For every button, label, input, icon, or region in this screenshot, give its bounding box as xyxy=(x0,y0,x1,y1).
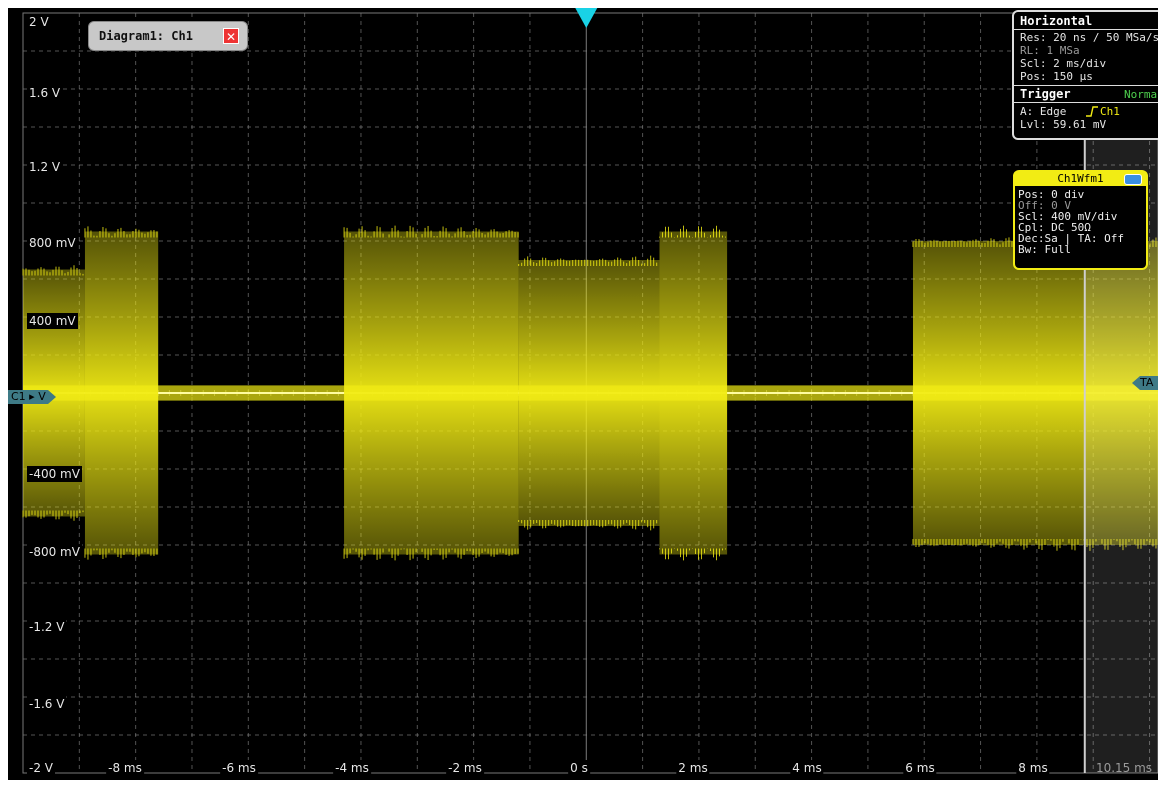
y-tick-label: -1.6 V xyxy=(27,696,67,712)
vertical-position: Pos: 0 div xyxy=(1018,188,1085,201)
position-value: Pos: 150 µs xyxy=(1020,70,1093,83)
waveform-burst-edge xyxy=(343,225,519,561)
x-tick-label: 2 ms xyxy=(676,760,710,776)
decimation: Dec:Sa | TA: Off xyxy=(1018,232,1124,245)
y-tick-label: 800 mV xyxy=(27,235,78,251)
y-tick-label: 2 V xyxy=(27,14,51,30)
x-tick-label: -6 ms xyxy=(220,760,258,776)
minimize-icon[interactable] xyxy=(1124,174,1142,185)
waveform-info-panel[interactable]: Ch1Wfm1 Pos: 0 div Off: 0 V Scl: 400 mV/… xyxy=(1013,170,1148,270)
vertical-offset: Off: 0 V xyxy=(1018,199,1071,212)
x-tick-label: 8 ms xyxy=(1016,760,1050,776)
time-scale-value: Scl: 2 ms/div xyxy=(1020,57,1107,70)
y-tick-label: 1.6 V xyxy=(27,85,63,101)
waveform-burst xyxy=(659,231,728,555)
ta-marker-label: TA xyxy=(1140,376,1154,389)
waveform-burst-edge xyxy=(84,226,158,560)
trigger-position-marker xyxy=(575,8,598,28)
y-tick-label: 400 mV xyxy=(27,313,78,329)
waveform-burst xyxy=(518,260,660,526)
bandwidth: Bw: Full xyxy=(1018,243,1071,256)
rising-edge-icon xyxy=(1086,106,1098,117)
waveform-burst xyxy=(344,231,519,555)
x-end-label: 10.15 ms xyxy=(1095,761,1153,775)
x-tick-label: -8 ms xyxy=(106,760,144,776)
y-tick-label: -400 mV xyxy=(27,466,82,482)
y-tick-label: -800 mV xyxy=(27,544,82,560)
close-icon[interactable]: ✕ xyxy=(223,28,239,44)
divider xyxy=(1014,85,1158,86)
horizontal-header: Horizontal xyxy=(1020,14,1093,28)
y-tick-label: 1.2 V xyxy=(27,159,63,175)
channel-ground-label: C1 ▸ V xyxy=(11,390,46,403)
waveform-burst-edge xyxy=(518,255,658,531)
channel-ground-marker[interactable]: C1 ▸ V xyxy=(8,390,56,404)
trigger-level: Lvl: 59.61 mV xyxy=(1020,118,1107,131)
oscilloscope-diagram[interactable]: 2 V 1.6 V 1.2 V 800 mV 400 mV -400 mV -8… xyxy=(8,8,1158,780)
divider xyxy=(1014,102,1158,103)
waveform-panel-title: Ch1Wfm1 xyxy=(1015,172,1146,186)
waveform-burst xyxy=(84,231,159,555)
record-length-value: RL: 1 MSa xyxy=(1020,44,1080,57)
x-tick-label: 6 ms xyxy=(903,760,937,776)
diagram-tab-title: Diagram1: Ch1 xyxy=(99,29,193,43)
waveform-plot xyxy=(22,8,1158,774)
x-tick-label: 4 ms xyxy=(790,760,824,776)
ta-marker[interactable]: TA xyxy=(1132,376,1158,390)
y-tick-label: -2 V xyxy=(27,760,55,776)
coupling: Cpl: DC 50Ω xyxy=(1018,221,1091,234)
horizontal-info-panel[interactable]: Horizontal Res: 20 ns / 50 MSa/s RL: 1 M… xyxy=(1012,10,1158,140)
waveform-burst xyxy=(912,241,1158,545)
resolution-value: Res: 20 ns / 50 MSa/s xyxy=(1020,31,1158,44)
trigger-header: Trigger xyxy=(1020,87,1071,101)
waveform-burst-edge xyxy=(22,265,84,521)
vertical-scale: Scl: 400 mV/div xyxy=(1018,210,1118,223)
waveform-burst-edge xyxy=(659,225,727,561)
trigger-type: A: Edge xyxy=(1020,105,1067,118)
diagram-tab[interactable]: Diagram1: Ch1 ✕ xyxy=(88,21,248,51)
x-tick-label: -4 ms xyxy=(333,760,371,776)
x-tick-label: -2 ms xyxy=(446,760,484,776)
trigger-mode: Norma xyxy=(1124,88,1158,101)
trigger-source: Ch1 xyxy=(1100,105,1120,118)
y-tick-label: -1.2 V xyxy=(27,619,67,635)
x-tick-label: 0 s xyxy=(568,760,590,776)
divider xyxy=(1014,29,1158,30)
